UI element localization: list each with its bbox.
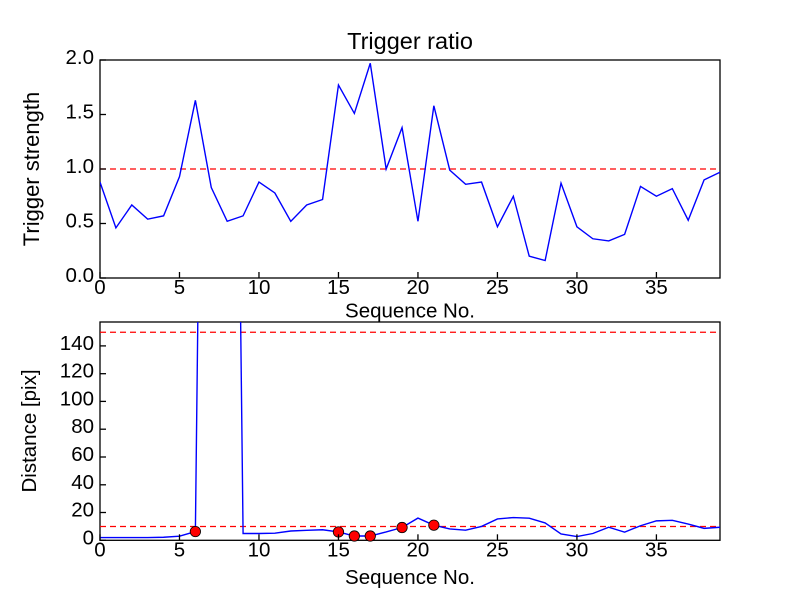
svg-text:Trigger ratio: Trigger ratio (347, 28, 473, 54)
svg-text:30: 30 (566, 538, 589, 561)
svg-text:5: 5 (174, 538, 185, 561)
svg-text:0.0: 0.0 (66, 264, 95, 287)
svg-text:20: 20 (407, 538, 430, 561)
svg-text:10: 10 (248, 538, 271, 561)
svg-text:140: 140 (60, 332, 94, 355)
svg-text:2.0: 2.0 (66, 46, 95, 69)
svg-text:25: 25 (486, 276, 509, 299)
svg-text:40: 40 (71, 471, 94, 494)
svg-text:15: 15 (327, 538, 350, 561)
svg-text:Trigger strength: Trigger strength (19, 92, 44, 246)
svg-text:120: 120 (60, 360, 94, 383)
svg-text:20: 20 (407, 276, 430, 299)
svg-text:1.5: 1.5 (66, 101, 95, 124)
svg-text:35: 35 (645, 538, 668, 561)
svg-text:10: 10 (248, 276, 271, 299)
svg-text:20: 20 (71, 499, 94, 522)
svg-text:30: 30 (566, 276, 589, 299)
svg-text:0: 0 (83, 526, 94, 549)
svg-text:35: 35 (645, 276, 668, 299)
svg-text:0.5: 0.5 (66, 210, 95, 233)
svg-text:0: 0 (94, 276, 105, 299)
svg-text:1.0: 1.0 (66, 155, 95, 178)
svg-text:80: 80 (71, 415, 94, 438)
svg-text:Distance [pix]: Distance [pix] (18, 369, 41, 492)
svg-text:100: 100 (60, 387, 94, 410)
svg-text:25: 25 (486, 538, 509, 561)
svg-text:Sequence No.: Sequence No. (345, 300, 475, 323)
svg-text:60: 60 (71, 443, 94, 466)
svg-text:15: 15 (327, 276, 350, 299)
svg-text:0: 0 (94, 538, 105, 561)
svg-text:5: 5 (174, 276, 185, 299)
svg-text:Sequence No.: Sequence No. (345, 566, 475, 589)
